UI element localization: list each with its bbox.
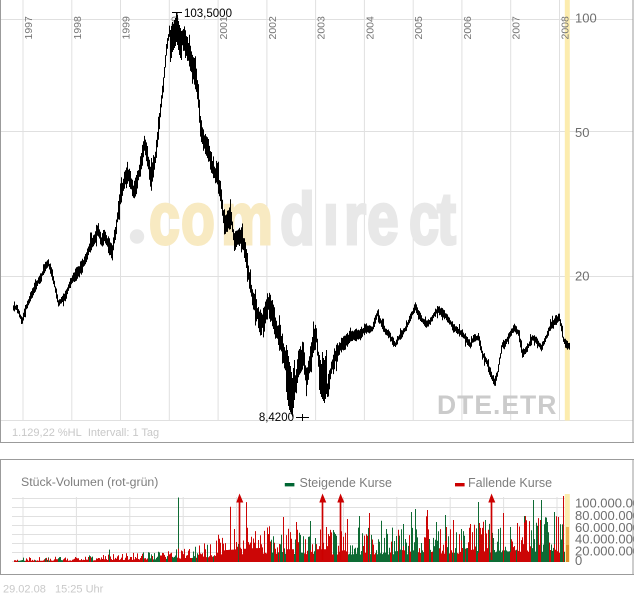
svg-text:50: 50 <box>575 125 589 140</box>
svg-text:2008: 2008 <box>560 16 572 40</box>
svg-text:100.000.000: 100.000.000 <box>575 496 634 511</box>
svg-text:2005: 2005 <box>413 16 425 40</box>
svg-text:0: 0 <box>575 553 582 568</box>
svg-text:60.000.000: 60.000.000 <box>575 520 634 535</box>
svg-text:Stück-Volumen (rot-grün): Stück-Volumen (rot-grün) <box>21 475 158 489</box>
svg-text:d: d <box>280 178 315 259</box>
svg-text:29.02.08 15:25 Uhr: 29.02.08 15:25 Uhr <box>3 584 104 596</box>
svg-text:2007: 2007 <box>511 16 523 40</box>
svg-text:1998: 1998 <box>72 16 84 40</box>
svg-text:c: c <box>149 178 180 260</box>
svg-text:DTE.ETR: DTE.ETR <box>437 390 557 420</box>
svg-text:ı: ı <box>323 178 339 259</box>
svg-text:2002: 2002 <box>267 16 279 40</box>
svg-text:103,5000: 103,5000 <box>184 8 232 20</box>
svg-text:1997: 1997 <box>23 16 35 40</box>
svg-text:20: 20 <box>575 268 589 283</box>
svg-text:Fallende Kurse: Fallende Kurse <box>468 476 552 490</box>
svg-text:e: e <box>367 178 399 259</box>
svg-text:20.000.000: 20.000.000 <box>575 543 634 558</box>
svg-text:m: m <box>221 179 273 261</box>
svg-text:t: t <box>437 178 456 259</box>
svg-text:100: 100 <box>575 10 597 25</box>
svg-text:2001: 2001 <box>218 16 230 40</box>
svg-text:1999: 1999 <box>121 16 133 40</box>
svg-text:80.000.000: 80.000.000 <box>575 508 634 523</box>
svg-text:c: c <box>409 178 439 260</box>
svg-text:2006: 2006 <box>462 16 474 40</box>
svg-text:40.000.000: 40.000.000 <box>575 532 634 547</box>
svg-text:1.129,22 %HL Intervall: 1 Tag: 1.129,22 %HL Intervall: 1 Tag <box>12 427 159 439</box>
svg-text:2003: 2003 <box>316 16 328 40</box>
svg-text:8,4200: 8,4200 <box>259 412 294 424</box>
svg-text:r: r <box>344 178 366 259</box>
svg-text:Steigende Kurse: Steigende Kurse <box>300 476 392 490</box>
svg-text:2004: 2004 <box>364 16 376 40</box>
svg-text:o: o <box>181 178 215 260</box>
